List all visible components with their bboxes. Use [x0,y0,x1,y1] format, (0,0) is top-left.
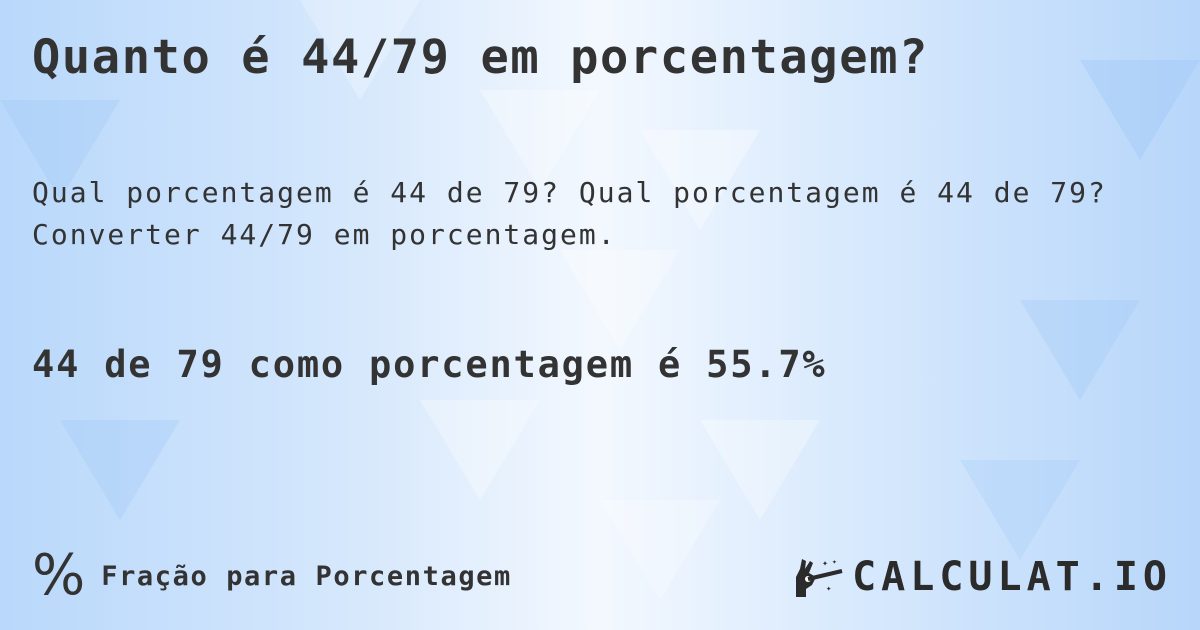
description-line-1: Qual porcentagem é 44 de 79? Qual porcen… [32,176,1107,209]
category-label: Fração para Porcentagem [101,560,512,592]
description-line-2: Converter 44/79 em porcentagem. [32,218,617,251]
page-title: Quanto é 44/79 em porcentagem? [32,30,929,85]
category-link[interactable]: % Fração para Porcentagem [32,548,512,604]
svg-text:✦: ✦ [832,557,837,566]
result-text: 44 de 79 como porcentagem é 55.7% [32,343,827,386]
magic-hand-wand-icon: ✦ ✦ ✦ [796,557,843,597]
logo-text: CALCULAT.IO [852,554,1172,600]
svg-text:✦: ✦ [826,584,832,594]
calculat-io-logo[interactable]: ✦ ✦ ✦ CALCULAT.IO [792,554,1172,600]
svg-text:✦: ✦ [822,558,828,569]
description: Qual porcentagem é 44 de 79? Qual porcen… [32,172,1107,256]
percent-icon: % [32,543,86,608]
